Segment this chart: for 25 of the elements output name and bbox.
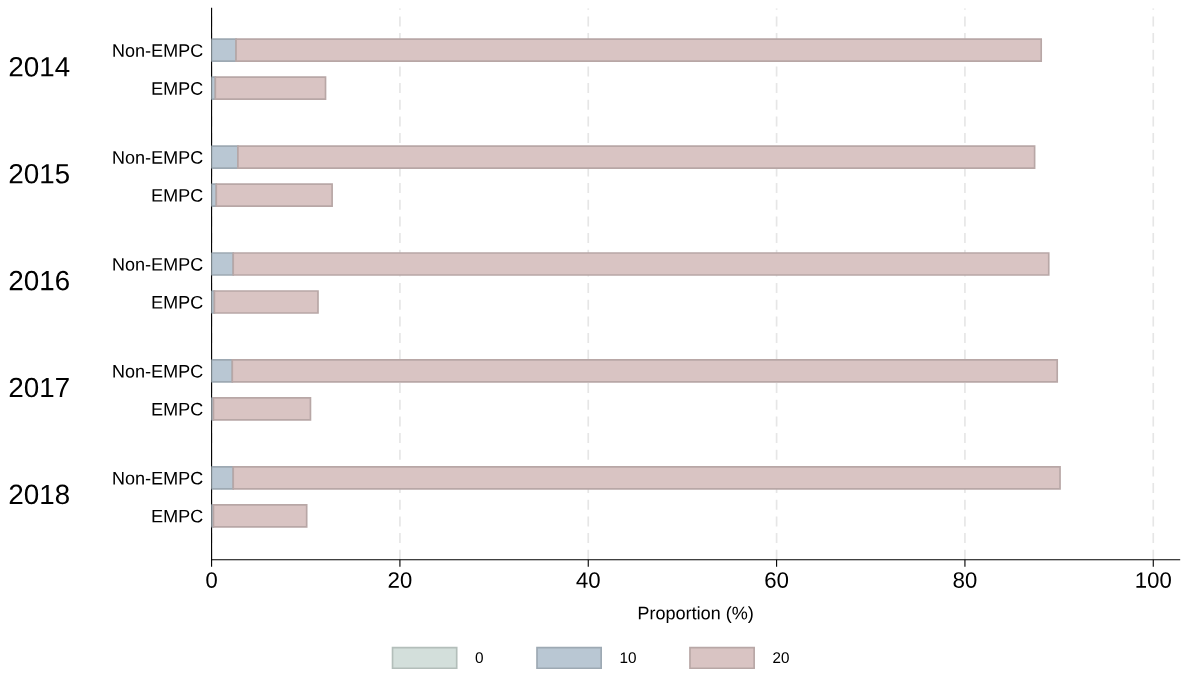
x-tick-label: 100 (1136, 572, 1171, 588)
y-tick-label: EMPC (152, 402, 203, 416)
y-tick-label: Non-EMPC (113, 44, 203, 57)
legend-label: 10 (620, 652, 636, 664)
y-tick-label: EMPC (152, 82, 203, 95)
y-tick-label: Non-EMPC (113, 257, 203, 271)
y-tick-label: Non-EMPC (113, 471, 203, 485)
x-tick-label: 60 (765, 572, 789, 588)
x-tick-label: 0 (206, 572, 217, 588)
x-tick-label: 80 (953, 572, 977, 588)
text: 2014 (9, 56, 70, 77)
legend-label: 20 (773, 652, 789, 664)
y-tick-label: EMPC (152, 189, 203, 202)
legend-label: 0 (475, 652, 483, 664)
x-tick-label: 40 (576, 572, 600, 588)
x-tick-label: 20 (388, 572, 412, 588)
y-tick-label: EMPC (152, 509, 203, 523)
text: 2016 (9, 270, 69, 291)
text: 2015 (9, 163, 69, 184)
y-tick-label: Non-EMPC (113, 151, 203, 164)
y-tick-label: EMPC (152, 295, 203, 309)
y-tick-label: Non-EMPC (113, 364, 203, 378)
x-axis-title: Proportion (%) (638, 606, 753, 624)
text: 2018 (9, 484, 69, 505)
text: 2017 (9, 377, 69, 398)
